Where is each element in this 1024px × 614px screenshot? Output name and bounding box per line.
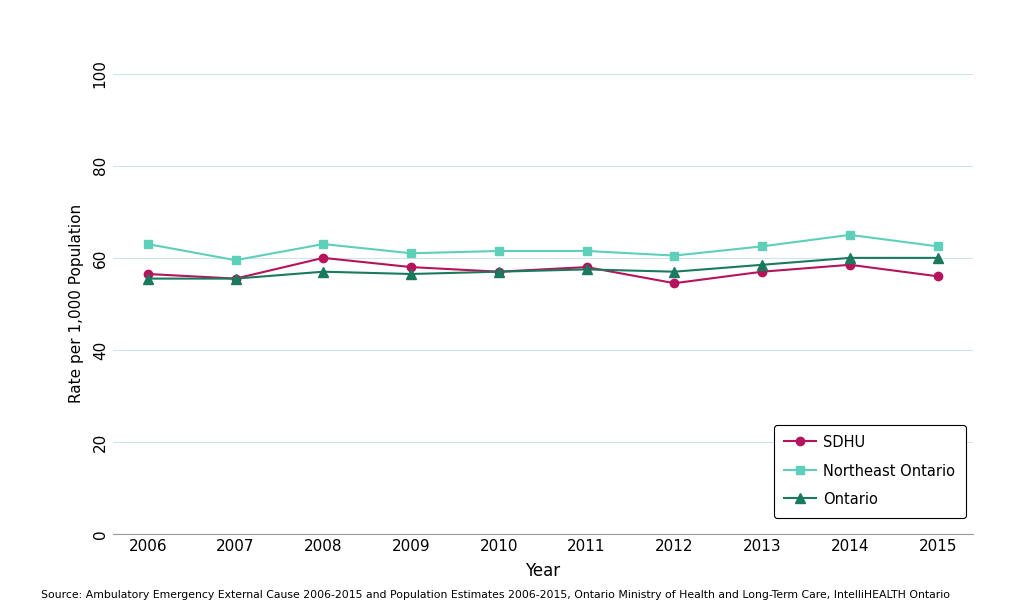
Ontario (317, 268, 330, 275)
Legend: SDHU, Northeast Ontario, Ontario: SDHU, Northeast Ontario, Ontario (774, 425, 966, 518)
Line: Northeast Ontario: Northeast Ontario (143, 231, 942, 265)
Northeast Ontario (756, 243, 768, 250)
SDHU (404, 263, 417, 271)
Northeast Ontario (932, 243, 944, 250)
Ontario (493, 268, 505, 275)
Northeast Ontario (317, 240, 330, 247)
SDHU (844, 261, 856, 268)
Line: SDHU: SDHU (143, 254, 942, 287)
Y-axis label: Rate per 1,000 Population: Rate per 1,000 Population (70, 204, 84, 403)
Ontario (229, 275, 242, 282)
SDHU (317, 254, 330, 262)
SDHU (141, 270, 154, 278)
X-axis label: Year: Year (525, 562, 560, 580)
Ontario (404, 270, 417, 278)
Ontario (581, 266, 593, 273)
SDHU (229, 275, 242, 282)
Ontario (669, 268, 681, 275)
Ontario (756, 261, 768, 268)
Northeast Ontario (844, 231, 856, 238)
SDHU (932, 273, 944, 280)
SDHU (581, 263, 593, 271)
Northeast Ontario (669, 252, 681, 259)
Ontario (844, 254, 856, 262)
Northeast Ontario (581, 247, 593, 255)
SDHU (493, 268, 505, 275)
Ontario (141, 275, 154, 282)
Text: Source: Ambulatory Emergency External Cause 2006-2015 and Population Estimates 2: Source: Ambulatory Emergency External Ca… (41, 591, 950, 600)
Northeast Ontario (229, 257, 242, 264)
Northeast Ontario (404, 249, 417, 257)
SDHU (669, 279, 681, 287)
Ontario (932, 254, 944, 262)
Northeast Ontario (493, 247, 505, 255)
Line: Ontario: Ontario (143, 253, 942, 284)
Northeast Ontario (141, 240, 154, 247)
SDHU (756, 268, 768, 275)
